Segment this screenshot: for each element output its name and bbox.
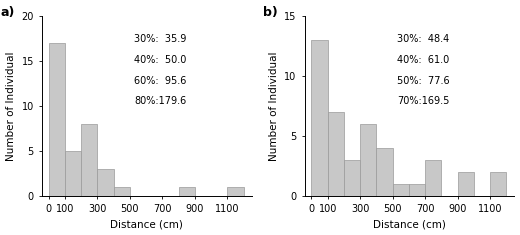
Text: 60%:  95.6: 60%: 95.6	[134, 75, 187, 86]
Bar	[65, 151, 81, 196]
Text: 40%:  61.0: 40%: 61.0	[397, 55, 449, 65]
Text: 30%:  48.4: 30%: 48.4	[397, 34, 449, 44]
Bar	[376, 148, 393, 196]
Text: 70%:169.5: 70%:169.5	[397, 96, 449, 106]
Text: 30%:  35.9: 30%: 35.9	[134, 34, 187, 44]
Bar	[114, 187, 130, 196]
X-axis label: Distance (cm): Distance (cm)	[110, 219, 184, 229]
Bar	[328, 112, 344, 196]
Y-axis label: Number of Individual: Number of Individual	[269, 51, 279, 161]
Y-axis label: Number of Individual: Number of Individual	[6, 51, 16, 161]
Bar	[458, 172, 474, 196]
Text: 50%:  77.6: 50%: 77.6	[397, 75, 450, 86]
Bar	[311, 40, 328, 196]
Bar	[409, 184, 425, 196]
Text: 80%:179.6: 80%:179.6	[134, 96, 187, 106]
Text: 40%:  50.0: 40%: 50.0	[134, 55, 187, 65]
Bar	[360, 124, 376, 196]
Bar	[81, 124, 97, 196]
Bar	[344, 160, 360, 196]
Bar	[49, 43, 65, 196]
Bar	[393, 184, 409, 196]
Text: b): b)	[263, 6, 278, 19]
Text: a): a)	[1, 6, 15, 19]
Bar	[490, 172, 506, 196]
Bar	[97, 169, 114, 196]
Bar	[178, 187, 195, 196]
X-axis label: Distance (cm): Distance (cm)	[373, 219, 446, 229]
Bar	[227, 187, 243, 196]
Bar	[425, 160, 441, 196]
